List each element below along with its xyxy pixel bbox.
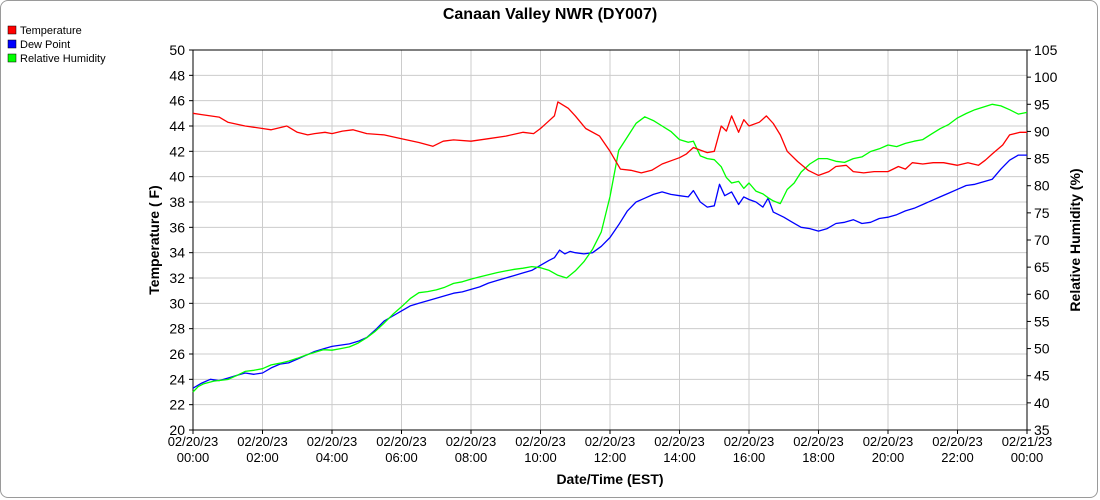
series-line-dew-point [192, 154, 1027, 389]
grid [192, 49, 1028, 431]
y-tick-label-left: 50 [169, 42, 185, 58]
x-tick-time: 18:00 [802, 450, 835, 465]
x-tick-time: 06:00 [385, 450, 418, 465]
y-axis-right: 35 40 45 50 55 60 65 70 75 80 85 90 95 100 105 [1027, 42, 1058, 438]
y-tick-label-left: 48 [169, 67, 185, 83]
legend-label: Temperature [20, 25, 82, 37]
series-line-relative-humidity [192, 103, 1028, 393]
legend-swatch [7, 25, 17, 35]
y-tick-label-left: 26 [169, 346, 185, 362]
x-tick-time: 14:00 [663, 450, 696, 465]
x-tick-date: 02/20/23 [932, 434, 983, 449]
series-line-temperature [192, 101, 1027, 177]
series-lines [192, 101, 1028, 393]
y-tick-label-right: 90 [1034, 123, 1050, 139]
x-tick-time: 02:00 [246, 450, 279, 465]
y-tick-label-left: 32 [169, 270, 185, 286]
y-tick-label-right: 85 [1034, 151, 1050, 167]
x-tick-date: 02/20/23 [446, 434, 497, 449]
y-tick-label-left: 30 [169, 295, 185, 311]
x-tick-time: 00:00 [177, 450, 210, 465]
x-tick-date: 02/20/23 [515, 434, 566, 449]
x-tick-time: 22:00 [941, 450, 974, 465]
x-axis-label: Date/Time (EST) [556, 471, 663, 487]
y-tick-label-right: 40 [1034, 395, 1050, 411]
legend-label: Dew Point [20, 39, 70, 51]
y-tick-label-left: 44 [169, 118, 185, 134]
x-tick-time: 04:00 [316, 450, 349, 465]
x-tick-date: 02/20/23 [307, 434, 358, 449]
y-axis-left: 20 22 24 26 28 30 32 34 36 38 40 42 44 46 48 50 [169, 42, 193, 438]
y-tick-label-left: 38 [169, 194, 185, 210]
y-tick-label-left: 20 [169, 422, 185, 438]
legend: Temperature Dew Point Relative Humidity [7, 25, 106, 65]
x-tick-date: 02/20/23 [237, 434, 288, 449]
y-tick-label-right: 100 [1034, 69, 1058, 85]
y-tick-label-left: 40 [169, 169, 185, 185]
y-tick-label-right: 50 [1034, 341, 1050, 357]
legend-swatch [7, 39, 17, 49]
x-tick-date: 02/21/23 [1002, 434, 1053, 449]
y-axis-label-right: Relative Humidity (%) [1067, 168, 1083, 311]
legend-label: Relative Humidity [20, 53, 106, 65]
y-tick-label-right: 55 [1034, 313, 1050, 329]
y-tick-label-left: 34 [169, 245, 185, 261]
y-tick-label-right: 35 [1034, 422, 1050, 438]
x-axis: 02/20/2300:0002/20/2302:0002/20/2304:000… [168, 430, 1053, 465]
y-tick-label-left: 42 [169, 143, 185, 159]
x-tick-date: 02/20/23 [168, 434, 219, 449]
y-tick-label-right: 60 [1034, 286, 1050, 302]
x-tick-time: 08:00 [455, 450, 488, 465]
y-tick-label-left: 46 [169, 93, 185, 109]
x-tick-time: 00:00 [1011, 450, 1044, 465]
x-tick-date: 02/20/23 [376, 434, 427, 449]
y-tick-label-right: 45 [1034, 368, 1050, 384]
y-tick-label-left: 22 [169, 397, 185, 413]
x-tick-date: 02/20/23 [793, 434, 844, 449]
x-tick-time: 10:00 [524, 450, 557, 465]
y-tick-label-right: 75 [1034, 205, 1050, 221]
x-tick-date: 02/20/23 [863, 434, 914, 449]
x-tick-time: 12:00 [594, 450, 627, 465]
x-tick-date: 02/20/23 [724, 434, 775, 449]
y-tick-label-left: 28 [169, 321, 185, 337]
y-tick-label-left: 36 [169, 219, 185, 235]
legend-swatch [7, 53, 17, 63]
x-tick-date: 02/20/23 [654, 434, 705, 449]
y-axis-label-left: Temperature ( F) [146, 185, 162, 294]
x-tick-date: 02/20/23 [585, 434, 636, 449]
x-tick-time: 16:00 [733, 450, 766, 465]
y-tick-label-right: 80 [1034, 178, 1050, 194]
y-tick-label-right: 65 [1034, 259, 1050, 275]
y-tick-label-right: 105 [1034, 42, 1058, 58]
chart-title: Canaan Valley NWR (DY007) [443, 6, 657, 23]
x-tick-time: 20:00 [872, 450, 905, 465]
y-tick-label-left: 24 [169, 371, 185, 387]
y-tick-label-right: 95 [1034, 96, 1050, 112]
y-tick-label-right: 70 [1034, 232, 1050, 248]
